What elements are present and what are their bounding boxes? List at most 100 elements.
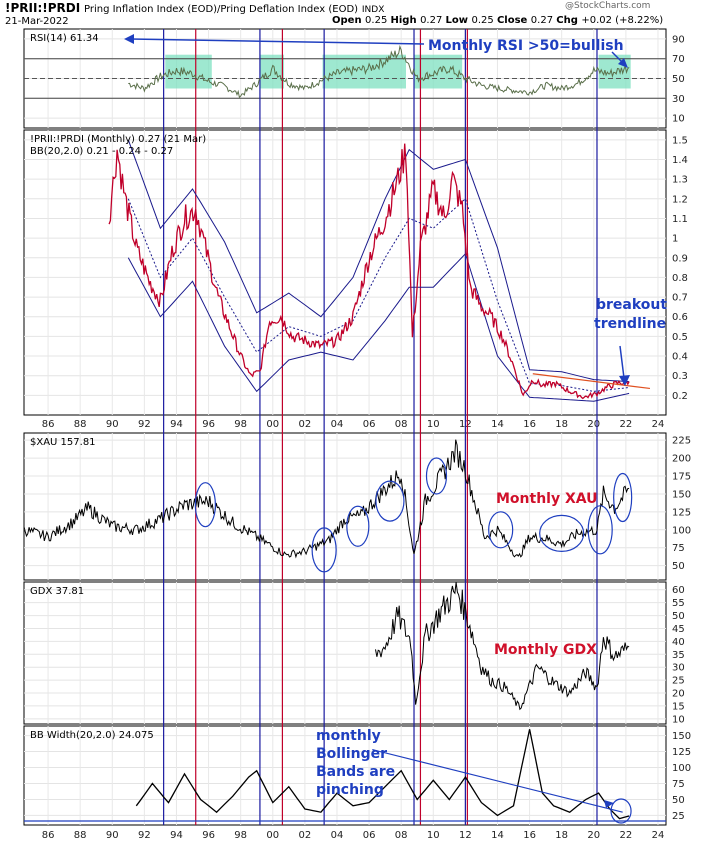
xtick-label-bottom-7: 00 [266,830,279,841]
rsi-highlight-2 [322,54,406,89]
ytick-label-2-2: 175 [672,472,691,483]
annotation-breakout-arrow [619,345,625,379]
ytick-label-4-3: 75 [672,779,685,790]
ytick-label-4-4: 50 [672,795,685,806]
trendline-bb-width [372,749,623,813]
ytick-label-3-9: 15 [672,701,685,712]
ytick-label-1-10: 0.5 [672,332,688,343]
panel-subtitle-1: BB(20,2.0) 0.21 - 0.24 - 0.27 [30,146,173,157]
xtick-label-mid-0: 86 [42,419,55,430]
xtick-label-mid-8: 02 [299,419,312,430]
xtick-label-bottom-8: 02 [299,830,312,841]
xtick-label-bottom-2: 90 [106,830,119,841]
xtick-label-mid-1: 88 [74,419,87,430]
ohlc-value-low: 0.25 [471,15,497,26]
xau-circle-6 [539,514,585,552]
annotation-xau: Monthly XAU [496,491,598,507]
annotation-breakout-1: breakout [596,297,667,313]
ytick-label-0-2: 50 [672,74,685,85]
annotation-bbw-3: Bands are [316,764,395,780]
xau-circle-1 [311,527,337,573]
xau-circle-4 [425,457,448,495]
ytick-label-1-4: 1.1 [672,214,688,225]
ohlc-key-high: High [390,15,421,26]
xau-circle-0 [194,482,216,528]
xtick-label-bottom-16: 18 [555,830,568,841]
annotation-rsi: Monthly RSI >50=bullish [428,38,624,54]
rsi-highlight-1 [259,54,285,89]
xtick-label-mid-10: 06 [363,419,376,430]
xtick-label-mid-16: 18 [555,419,568,430]
panel-title-0: RSI(14) 61.34 [30,33,99,44]
series-bb-middle [127,197,630,392]
xau-circle-3 [375,480,405,522]
ytick-label-3-5: 35 [672,650,685,661]
ohlc-key-low: Low [445,15,472,26]
xtick-label-mid-5: 96 [202,419,215,430]
series-gdx [375,582,630,711]
xtick-label-bottom-4: 94 [170,830,183,841]
ytick-label-1-3: 1.2 [672,194,688,205]
ytick-label-3-4: 40 [672,637,685,648]
xtick-label-mid-9: 04 [331,419,344,430]
ytick-label-2-1: 200 [672,454,691,465]
ytick-label-0-1: 70 [672,54,685,65]
ytick-label-4-0: 150 [672,731,691,742]
series-xau [23,439,630,559]
panel-title-4: BB Width(20,2.0) 24.075 [30,730,154,741]
panel-title-3: GDX 37.81 [30,586,84,597]
annotation-rsi-arrowhead [124,34,134,44]
xtick-label-mid-17: 20 [587,419,600,430]
xtick-label-bottom-19: 24 [652,830,665,841]
rsi-highlight-0 [165,54,212,89]
header-symbol: !PRII:!PRDI [5,1,81,15]
ytick-label-3-3: 45 [672,624,685,635]
ohlc-value-high: 0.27 [420,15,446,26]
ytick-label-3-1: 55 [672,598,685,609]
annotation-bbw-2: Bollinger [316,746,387,762]
ytick-label-1-11: 0.4 [672,352,688,363]
annotation-rsi-arrow [129,38,425,45]
ytick-label-1-0: 1.5 [672,135,688,146]
panel-frame-3 [23,581,667,725]
header-date: 21-Mar-2022 [5,16,69,27]
ytick-label-1-12: 0.3 [672,371,688,382]
ohlc-value-close: 0.27 [530,15,557,26]
series-bb-lower [127,252,630,402]
xtick-label-bottom-5: 96 [202,830,215,841]
annotation-breakout-arrowhead [619,375,630,386]
ohlc-key-close: Close [496,15,531,26]
annotation-bbw-4: pinching [316,782,384,798]
ytick-label-2-0: 225 [672,436,691,447]
xtick-label-mid-18: 22 [620,419,633,430]
xtick-label-bottom-17: 20 [587,830,600,841]
ytick-label-2-5: 100 [672,525,691,536]
ohlc-key-chg: Chg [556,15,582,26]
xtick-label-bottom-6: 98 [234,830,247,841]
xau-circle-2 [346,505,370,547]
ohlc-value-chg: +0.02 (+8.22%) [581,15,664,26]
xtick-label-bottom-1: 88 [74,830,87,841]
ytick-label-0-4: 10 [672,114,685,125]
ytick-label-1-7: 0.8 [672,273,688,284]
panel-title-1: !PRII:!PRDI (Monthly) 0.27 (21 Mar) [30,134,206,145]
panel-frame-2 [23,432,667,581]
ohlc-value-open: 0.25 [365,15,391,26]
ohlc-key-open: Open [332,15,366,26]
series-bb-width [135,729,630,820]
ytick-label-4-5: 25 [672,811,685,822]
xtick-label-bottom-13: 12 [459,830,472,841]
xtick-label-mid-6: 98 [234,419,247,430]
bbw-circle [610,798,632,824]
xau-circle-8 [613,472,633,523]
series-ratio [108,143,630,400]
xtick-label-bottom-11: 08 [395,830,408,841]
xtick-label-bottom-12: 10 [427,830,440,841]
xtick-label-mid-12: 10 [427,419,440,430]
trendline-ratio [532,373,651,390]
ytick-label-3-8: 20 [672,689,685,700]
rsi-highlight-4 [598,54,631,89]
ytick-label-1-2: 1.3 [672,175,688,186]
xtick-label-bottom-18: 22 [620,830,633,841]
ytick-label-3-6: 30 [672,663,685,674]
